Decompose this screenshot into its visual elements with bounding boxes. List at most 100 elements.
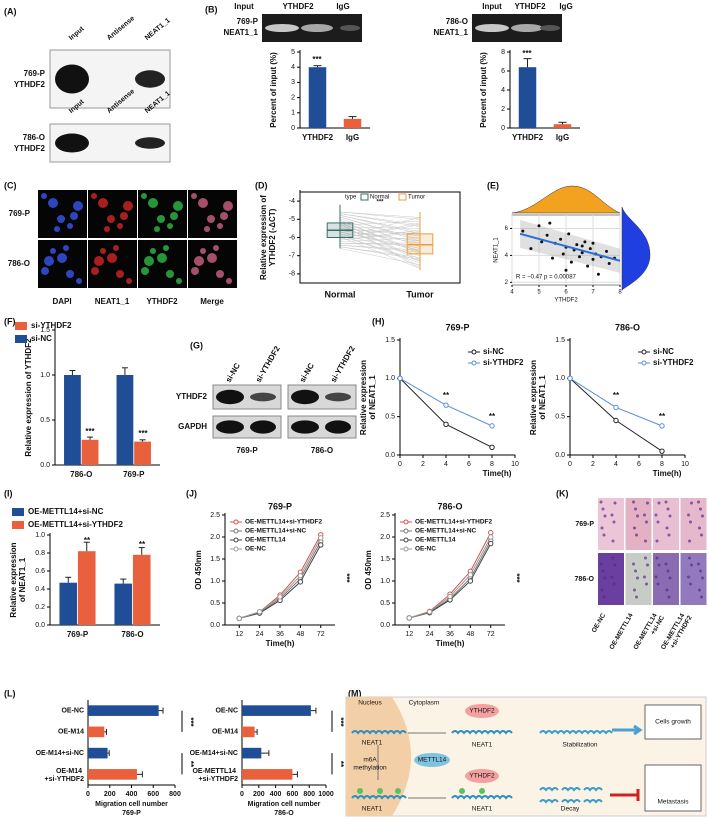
column-label: Merge xyxy=(200,297,224,306)
y-tick-label: 0.5 xyxy=(40,417,50,424)
y-tick-label: 5 xyxy=(291,49,295,56)
diagram-label: Stabilization xyxy=(562,742,597,749)
series-line xyxy=(399,377,493,448)
rna xyxy=(451,730,513,735)
cell xyxy=(48,198,58,208)
bar xyxy=(88,769,137,780)
diagram-label: NEAT1 xyxy=(362,740,383,747)
marker xyxy=(613,404,619,411)
diagram-label: Cytoplasm xyxy=(409,700,440,707)
rna xyxy=(583,787,603,792)
marker xyxy=(489,423,495,429)
chart-title: 769-P xyxy=(268,501,292,511)
cell xyxy=(632,500,635,504)
band xyxy=(135,70,165,88)
x-axis-label: Migration cell number xyxy=(248,801,321,808)
x-tick-label: 4 xyxy=(444,461,448,468)
cell xyxy=(646,563,649,567)
legend-label: OE-METTL14 xyxy=(415,537,456,544)
panel-label: (M) xyxy=(348,688,362,698)
bar xyxy=(64,375,81,465)
x-tick-label: 600 xyxy=(287,791,299,798)
x-tick-label: 10 xyxy=(681,461,689,468)
cell xyxy=(665,588,669,592)
y-axis-label: of NEAT1_1 xyxy=(538,375,547,420)
pair-line xyxy=(339,211,421,218)
band xyxy=(55,133,89,153)
x-tick-label: 400 xyxy=(126,791,138,798)
y-tick-label: 0.0 xyxy=(555,452,565,459)
cell xyxy=(54,226,60,232)
rna xyxy=(583,799,603,804)
legend-swatch xyxy=(398,193,407,201)
legend-label: Tumor xyxy=(408,195,425,201)
cell xyxy=(207,253,217,263)
cell xyxy=(602,595,606,599)
x-tick-label: 48 xyxy=(296,631,304,638)
panel-label: (E) xyxy=(487,180,499,190)
annotation: *** xyxy=(522,49,532,58)
cell xyxy=(107,215,115,223)
y-axis-label: NEAT1_1 xyxy=(494,237,500,263)
cell xyxy=(633,588,636,592)
lane-label: si-YTHDF2 xyxy=(329,344,357,384)
x-tick-label: IgG xyxy=(556,133,569,142)
row-label: YTHDF2 xyxy=(14,144,46,153)
x-tick-label: 786-O xyxy=(121,630,143,639)
cell xyxy=(176,278,182,284)
x-tick-label: 8 xyxy=(618,290,622,296)
bar xyxy=(553,124,572,128)
diagram-label: Cells growth xyxy=(655,719,691,726)
cell xyxy=(689,520,692,524)
legend-label: OE-METTL14+si-NC xyxy=(245,528,307,535)
cell xyxy=(104,226,110,232)
cell xyxy=(690,563,693,567)
x-tick-label: 8 xyxy=(490,461,494,468)
pair-line xyxy=(339,216,421,240)
cell xyxy=(601,569,605,573)
cell xyxy=(603,514,607,518)
marker xyxy=(489,444,495,451)
y-tick-label: 1.0 xyxy=(40,372,50,379)
cell xyxy=(613,563,617,567)
cell xyxy=(126,278,132,284)
marginal-density xyxy=(511,185,621,214)
lane-label: YTHDF2 xyxy=(282,2,314,11)
cell xyxy=(667,595,671,599)
y-tick-label: -4 xyxy=(289,198,295,205)
marker xyxy=(567,375,573,382)
y-axis-label: Relative expression xyxy=(9,542,18,617)
band xyxy=(291,389,319,405)
y-tick-label: -5 xyxy=(289,216,295,223)
cell xyxy=(50,248,56,254)
cell xyxy=(154,226,160,232)
cell xyxy=(635,595,638,599)
micrograph xyxy=(625,498,652,550)
y-tick-label: 8 xyxy=(501,49,505,56)
cell xyxy=(157,253,167,263)
lane-label: Antisense xyxy=(106,15,136,42)
point xyxy=(596,272,600,276)
x-tick-label: 36 xyxy=(276,631,284,638)
x-tick-label: 0 xyxy=(86,791,90,798)
band xyxy=(540,25,560,31)
cell xyxy=(150,248,156,254)
cell xyxy=(612,520,616,524)
panel-label: (H) xyxy=(372,316,385,326)
marker xyxy=(236,615,242,622)
cell xyxy=(41,193,47,199)
x-tick-label: 10 xyxy=(511,461,519,468)
rna xyxy=(561,787,581,792)
y-axis-label: Percent of input (%) xyxy=(269,52,278,128)
pair-line xyxy=(339,221,421,260)
cell xyxy=(116,270,124,278)
cell xyxy=(167,223,173,229)
y-tick-label: OE-M14 +si-YTHDF2 xyxy=(45,768,85,783)
x-tick-label: 600 xyxy=(147,791,159,798)
column-label: YTHDF2 xyxy=(146,297,178,306)
x-tick-label: Tumor xyxy=(406,289,434,299)
legend-marker xyxy=(403,519,409,525)
legend-marker xyxy=(641,349,647,355)
chart-title: 786-O xyxy=(437,501,462,511)
